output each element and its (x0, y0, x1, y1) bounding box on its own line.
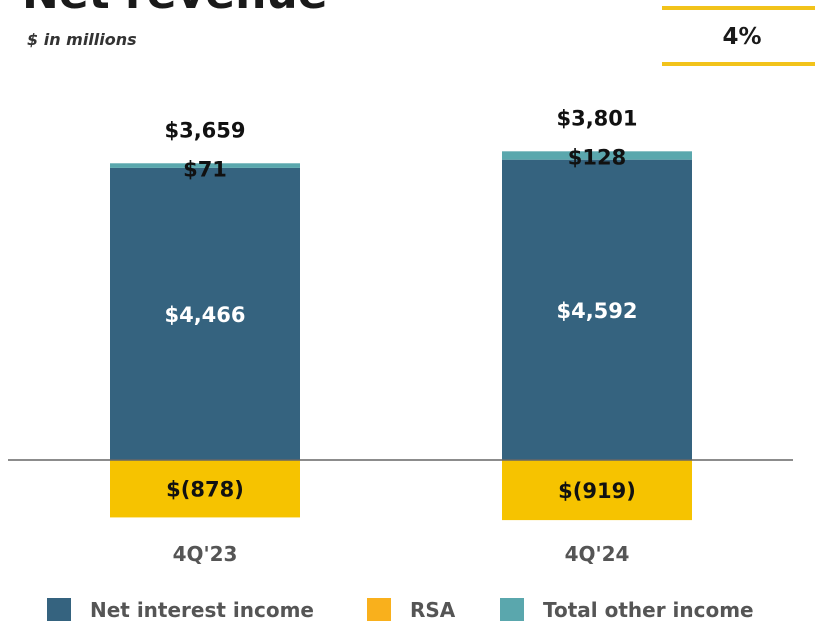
total-label: $3,659 (164, 118, 245, 142)
x-tick-label: 4Q'24 (565, 542, 630, 566)
legend-swatch (367, 598, 391, 621)
bar-segment (502, 460, 692, 521)
bar-segment (110, 460, 300, 518)
data-label: $71 (183, 157, 227, 181)
legend-swatch (500, 598, 524, 621)
legend-label: Total other income (543, 598, 754, 621)
legend-swatch (47, 598, 71, 621)
data-label: $(878) (166, 478, 244, 502)
total-label: $3,801 (556, 106, 637, 130)
chart-subtitle: $ in millions (27, 30, 137, 49)
badge: 4% (722, 24, 761, 50)
chart-title: Net revenue (22, 0, 328, 19)
bar-segment (502, 151, 692, 160)
legend-label: RSA (410, 598, 456, 621)
bar-segment (502, 159, 692, 460)
data-label: $4,592 (556, 299, 637, 323)
bar-segment (110, 163, 300, 168)
bar-segment (110, 167, 300, 461)
x-tick-label: 4Q'23 (173, 542, 238, 566)
data-label: $4,466 (164, 303, 245, 327)
data-label: $128 (568, 145, 626, 169)
data-label: $(919) (558, 479, 636, 503)
legend-label: Net interest income (90, 598, 314, 621)
